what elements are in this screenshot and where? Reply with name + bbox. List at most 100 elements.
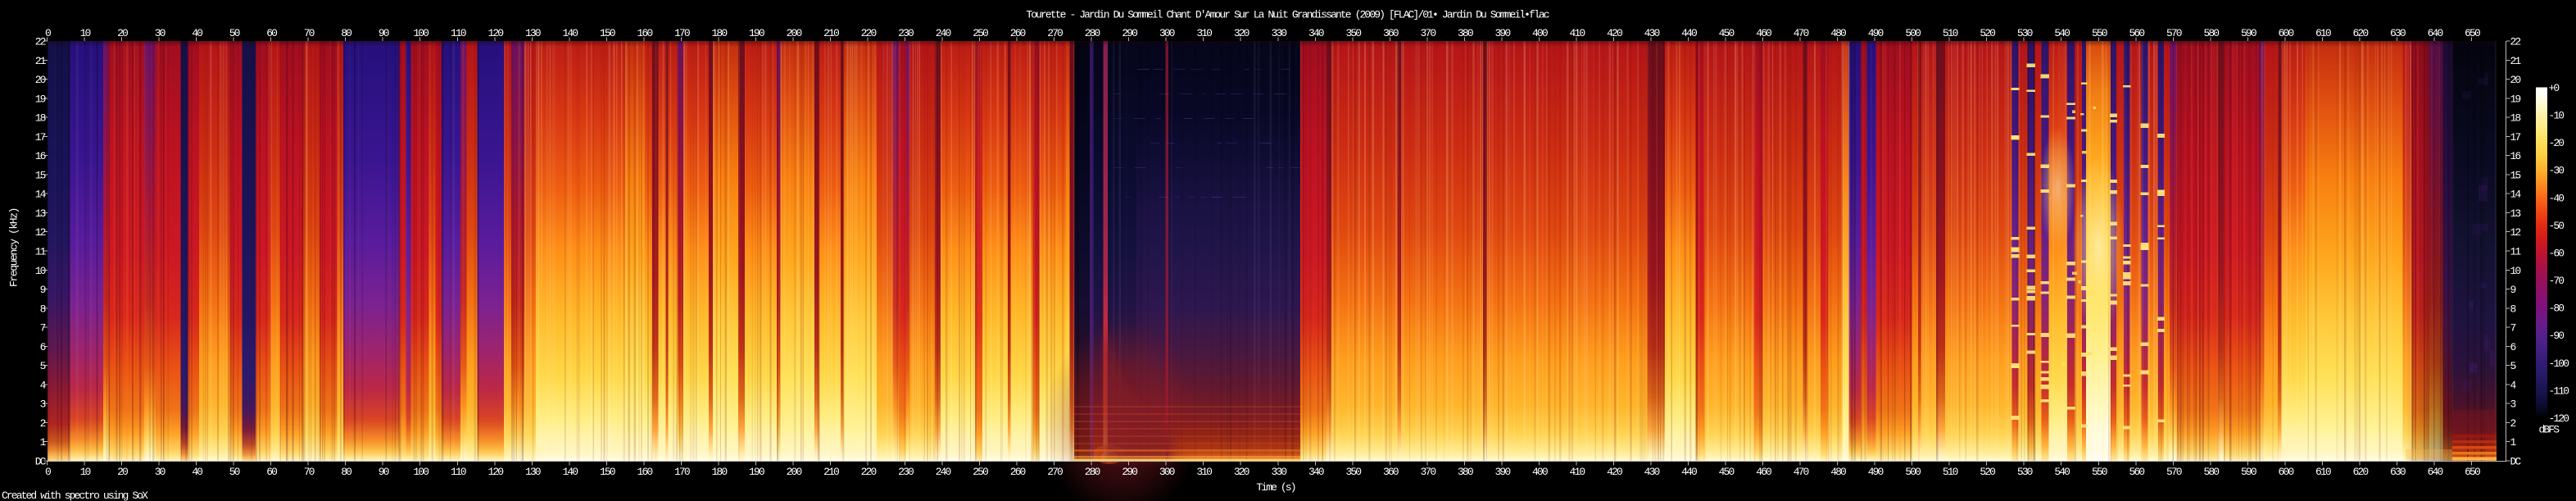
svg-text:80: 80 [341,27,351,39]
svg-text:360: 360 [1383,27,1399,39]
svg-text:Frequency (kHz): Frequency (kHz) [8,208,20,287]
svg-text:620: 620 [2353,27,2369,39]
svg-text:510: 510 [1943,27,1958,39]
svg-text:19: 19 [35,93,46,105]
svg-text:-100: -100 [2549,358,2569,370]
svg-text:540: 540 [2054,466,2070,478]
svg-text:-50: -50 [2549,220,2565,232]
svg-text:Time (s): Time (s) [1256,481,1295,494]
svg-text:520: 520 [1980,27,1995,39]
svg-text:340: 340 [1308,27,1324,39]
svg-text:13: 13 [35,207,46,220]
svg-text:16: 16 [2510,150,2521,162]
svg-text:610: 610 [2315,27,2331,39]
svg-text:430: 430 [1644,466,1660,478]
svg-text:530: 530 [2017,466,2033,478]
svg-text:580: 580 [2203,466,2219,478]
svg-text:620: 620 [2353,466,2369,478]
svg-text:50: 50 [229,27,240,39]
svg-text:600: 600 [2279,466,2294,478]
svg-text:560: 560 [2129,27,2144,39]
svg-text:20: 20 [117,466,128,478]
svg-text:160: 160 [637,27,653,39]
svg-text:16: 16 [35,150,46,162]
svg-text:Created with spectro using SoX: Created with spectro using SoX [2,490,148,501]
svg-text:15: 15 [35,169,46,181]
svg-text:20: 20 [117,27,128,39]
svg-text:dBFS: dBFS [2539,424,2560,436]
svg-text:460: 460 [1756,27,1771,39]
svg-text:60: 60 [266,466,277,478]
svg-text:110: 110 [451,27,466,39]
svg-text:120: 120 [488,27,503,39]
svg-text:19: 19 [2510,93,2521,105]
svg-text:30: 30 [155,466,166,478]
svg-text:90: 90 [379,27,389,39]
svg-text:130: 130 [525,466,541,478]
svg-text:500: 500 [1905,27,1921,39]
svg-text:350: 350 [1345,466,1361,478]
svg-text:22: 22 [2510,36,2521,48]
svg-text:2: 2 [40,417,46,430]
svg-text:-120: -120 [2549,412,2569,425]
svg-text:230: 230 [898,466,914,478]
svg-text:590: 590 [2241,27,2256,39]
svg-text:9: 9 [2510,284,2516,296]
svg-text:90: 90 [379,466,389,478]
svg-text:+0: +0 [2549,82,2560,94]
svg-text:18: 18 [35,112,46,125]
svg-text:520: 520 [1980,466,1995,478]
svg-text:640: 640 [2428,27,2443,39]
svg-text:7: 7 [2510,322,2516,335]
svg-text:6: 6 [40,341,46,353]
svg-text:380: 380 [1458,466,1473,478]
svg-text:270: 270 [1047,466,1063,478]
svg-text:1: 1 [2510,436,2517,449]
svg-text:17: 17 [2510,131,2521,143]
svg-text:3: 3 [40,399,46,411]
svg-text:220: 220 [861,466,877,478]
svg-text:3: 3 [2510,399,2516,411]
svg-text:160: 160 [637,466,653,478]
svg-text:-60: -60 [2549,248,2565,260]
svg-text:110: 110 [451,466,466,478]
svg-text:170: 170 [674,466,690,478]
svg-text:440: 440 [1681,27,1697,39]
svg-text:500: 500 [1905,466,1921,478]
svg-text:18: 18 [2510,112,2521,125]
svg-text:330: 330 [1271,27,1286,39]
svg-text:570: 570 [2166,27,2182,39]
svg-text:20: 20 [35,74,46,86]
svg-text:-20: -20 [2549,137,2565,149]
svg-text:590: 590 [2241,466,2256,478]
svg-text:9: 9 [40,284,46,296]
svg-text:550: 550 [2092,27,2107,39]
svg-text:180: 180 [712,466,728,478]
svg-text:600: 600 [2279,27,2294,39]
svg-text:120: 120 [488,466,503,478]
svg-text:190: 190 [749,27,764,39]
svg-text:240: 240 [936,466,951,478]
svg-text:210: 210 [823,27,839,39]
svg-text:490: 490 [1868,27,1884,39]
svg-text:300: 300 [1159,27,1175,39]
svg-text:20: 20 [2510,74,2521,86]
svg-text:470: 470 [1794,466,1809,478]
svg-text:60: 60 [266,27,277,39]
svg-text:2: 2 [2510,417,2516,430]
svg-text:300: 300 [1159,466,1175,478]
svg-text:250: 250 [973,27,988,39]
svg-text:100: 100 [413,27,429,39]
svg-text:650: 650 [2465,27,2480,39]
svg-text:4: 4 [2510,379,2517,391]
svg-text:-110: -110 [2549,385,2569,397]
svg-text:240: 240 [936,27,951,39]
svg-text:200: 200 [787,466,802,478]
svg-text:400: 400 [1532,27,1548,39]
svg-text:0: 0 [45,27,51,39]
svg-text:130: 130 [525,27,541,39]
svg-text:580: 580 [2203,27,2219,39]
svg-text:480: 480 [1830,27,1846,39]
svg-text:12: 12 [35,226,46,239]
svg-text:350: 350 [1345,27,1361,39]
